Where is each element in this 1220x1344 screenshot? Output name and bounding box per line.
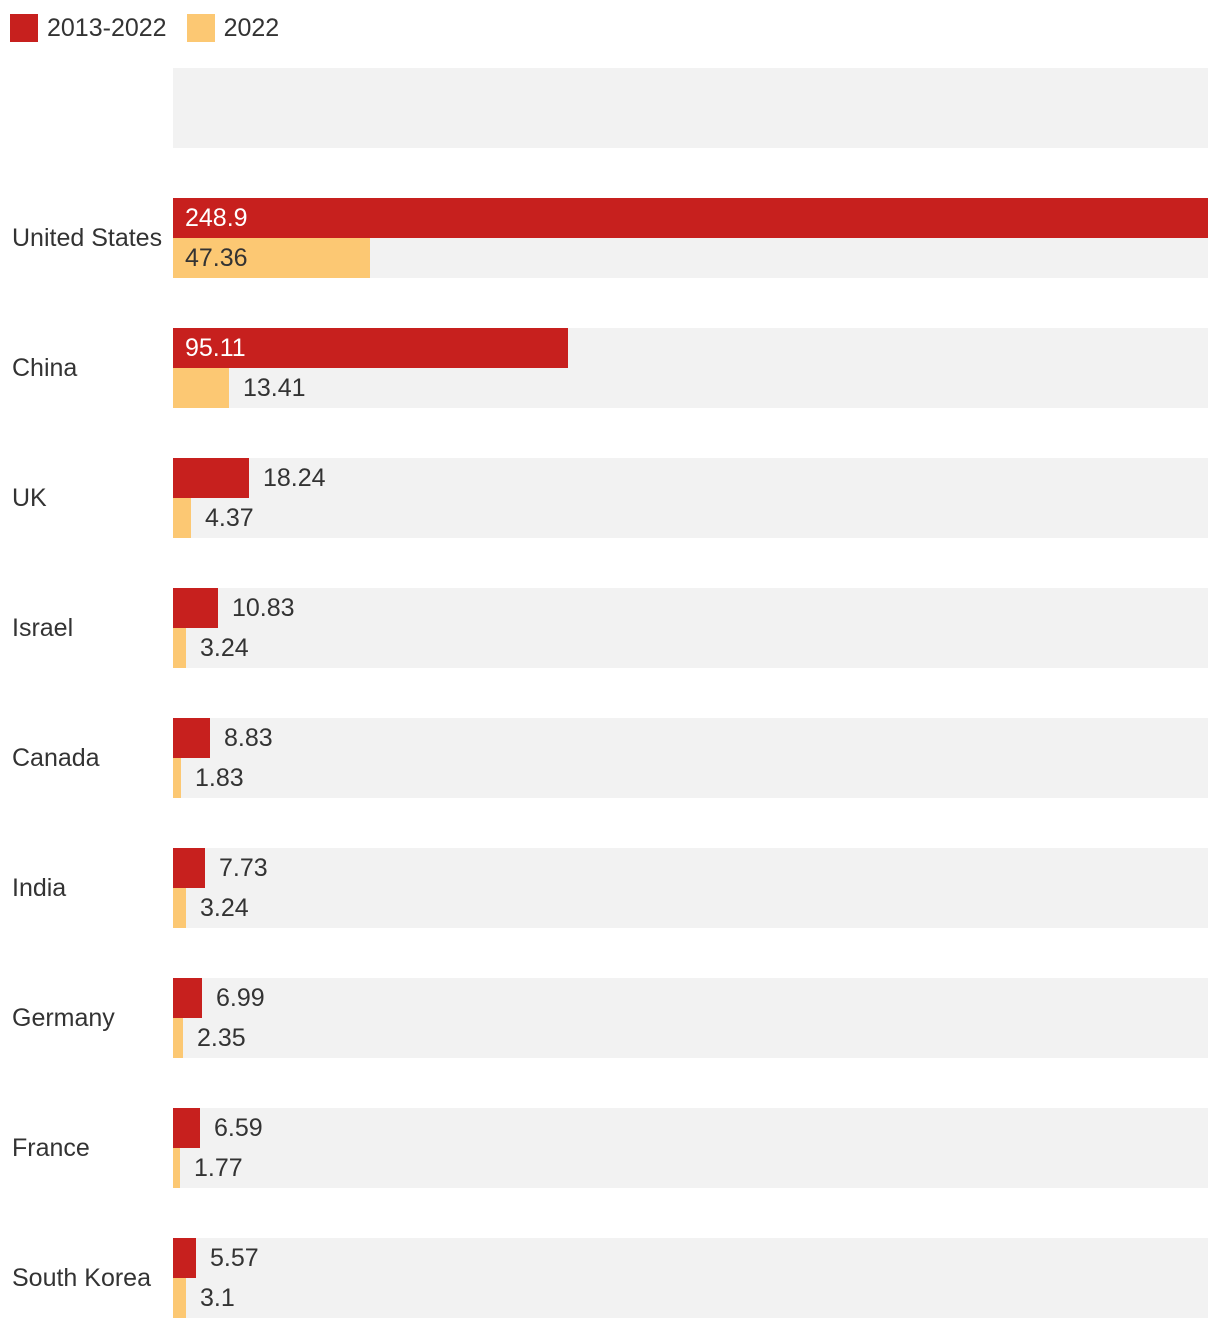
bar-track: 6.99 2.35	[173, 978, 1208, 1058]
value-label: 4.37	[205, 504, 254, 532]
chart-row: India 7.73 3.24	[0, 848, 1220, 928]
bar-2013-2022	[173, 1108, 200, 1148]
value-label: 5.57	[210, 1244, 259, 1272]
legend-swatch-2022-icon	[186, 14, 215, 42]
bar-track	[173, 68, 1208, 148]
value-label: 13.41	[243, 374, 306, 402]
value-label: 248.9	[185, 204, 248, 232]
category-label: Germany	[12, 1003, 115, 1032]
bar-2022	[173, 758, 181, 798]
value-label: 47.36	[185, 244, 248, 272]
bar-track: 10.83 3.24	[173, 588, 1208, 668]
bar-2022	[173, 628, 186, 668]
value-label: 1.77	[194, 1154, 243, 1182]
chart-row: China 95.11 13.41	[0, 328, 1220, 408]
bar-2022	[173, 1278, 186, 1318]
bar-2013-2022	[173, 978, 202, 1018]
category-label: United States	[12, 223, 163, 252]
bar-track: 18.24 4.37	[173, 458, 1208, 538]
chart-row: UK 18.24 4.37	[0, 458, 1220, 538]
category-label: France	[12, 1133, 90, 1162]
bar-track: 5.57 3.1	[173, 1238, 1208, 1318]
value-label: 7.73	[219, 854, 268, 882]
bar-2022	[173, 888, 186, 928]
bar-track: 95.11 13.41	[173, 328, 1208, 408]
bar-track: 248.9 47.36	[173, 198, 1208, 278]
bar-2013-2022: 248.9	[173, 198, 1208, 238]
value-label: 3.1	[200, 1284, 235, 1312]
category-label: Israel	[12, 613, 74, 642]
bar-2013-2022	[173, 458, 249, 498]
bar-2013-2022	[173, 848, 205, 888]
value-label: 1.83	[195, 764, 244, 792]
value-label: 2.35	[197, 1024, 246, 1052]
chart-row: Israel 10.83 3.24	[0, 588, 1220, 668]
legend-swatch-2013-2022-icon	[10, 14, 38, 42]
category-label	[0, 68, 173, 148]
category-label: UK	[12, 483, 47, 512]
legend: 2013-2022 2022	[10, 14, 1220, 42]
bar-2022: 47.36	[173, 238, 370, 278]
bar-2022	[173, 498, 191, 538]
value-label: 8.83	[224, 724, 273, 752]
legend-label-2013-2022: 2013-2022	[47, 14, 167, 42]
chart-row: Canada 8.83 1.83	[0, 718, 1220, 798]
value-label: 3.24	[200, 894, 249, 922]
value-label: 18.24	[263, 464, 326, 492]
value-label: 3.24	[200, 634, 249, 662]
category-label: Canada	[12, 743, 100, 772]
value-label: 6.59	[214, 1114, 263, 1142]
category-label: India	[12, 873, 67, 902]
chart-row: France 6.59 1.77	[0, 1108, 1220, 1188]
bar-2013-2022	[173, 718, 210, 758]
bar-chart: United States 248.9 47.36 China 95.11 13.41 UK…	[0, 68, 1220, 1318]
bar-track: 6.59 1.77	[173, 1108, 1208, 1188]
bar-track: 8.83 1.83	[173, 718, 1208, 798]
bar-track: 7.73 3.24	[173, 848, 1208, 928]
value-label: 6.99	[216, 984, 265, 1012]
bar-2022	[173, 1148, 180, 1188]
legend-label-2022: 2022	[223, 14, 280, 42]
legend-item-2022: 2022	[186, 14, 280, 42]
category-label: China	[12, 353, 78, 382]
legend-item-2013-2022: 2013-2022	[10, 14, 167, 42]
category-label: South Korea	[12, 1263, 151, 1292]
bar-2013-2022	[173, 1238, 196, 1278]
chart-row: Germany 6.99 2.35	[0, 978, 1220, 1058]
value-label: 95.11	[185, 334, 246, 362]
bar-2013-2022: 95.11	[173, 328, 568, 368]
bar-2022	[173, 1018, 183, 1058]
chart-row: South Korea 5.57 3.1	[0, 1238, 1220, 1318]
chart-row	[0, 68, 1220, 148]
chart-row: United States 248.9 47.36	[0, 198, 1220, 278]
value-label: 10.83	[232, 594, 295, 622]
bar-2013-2022	[173, 588, 218, 628]
bar-2022	[173, 368, 229, 408]
